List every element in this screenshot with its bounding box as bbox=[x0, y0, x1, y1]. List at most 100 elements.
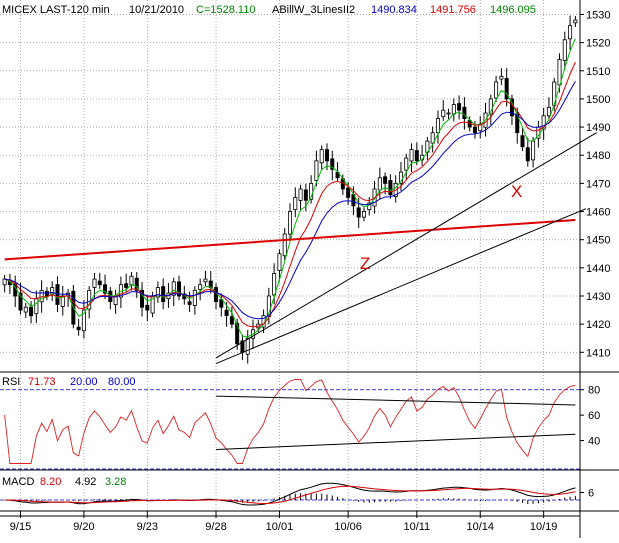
header-symbol: MICEX LAST-120 min bbox=[2, 4, 110, 16]
candle-body bbox=[562, 39, 567, 61]
candle-body bbox=[81, 309, 86, 332]
price-tick-label: 1510 bbox=[586, 66, 610, 78]
candle-body bbox=[525, 147, 530, 162]
candle-body bbox=[367, 202, 372, 210]
candle-body bbox=[457, 103, 462, 111]
candle-body bbox=[330, 158, 335, 170]
price-tick-label: 1430 bbox=[586, 291, 610, 303]
candle-body bbox=[573, 19, 578, 24]
rsi-value: 71.73 bbox=[28, 376, 56, 388]
candle-body bbox=[198, 284, 203, 290]
candle-body bbox=[504, 77, 509, 100]
candle-body bbox=[277, 253, 282, 271]
candle-body bbox=[129, 275, 134, 285]
candle-body bbox=[39, 289, 44, 303]
candle-body bbox=[462, 106, 467, 120]
candle-body bbox=[124, 283, 129, 288]
candle-body bbox=[272, 273, 277, 296]
macd-line bbox=[4, 482, 576, 506]
x-tick-label: 9/15 bbox=[10, 521, 31, 533]
candle-body bbox=[383, 176, 388, 184]
x-tick-label: 9/20 bbox=[73, 521, 94, 533]
macd-label: MACD bbox=[2, 476, 34, 488]
x-tick-label: 9/28 bbox=[205, 521, 226, 533]
macd-signal-line bbox=[4, 485, 576, 505]
candle-body bbox=[430, 132, 435, 144]
candle-body bbox=[203, 278, 208, 283]
price-tick-label: 1490 bbox=[586, 122, 610, 134]
header-ma-slow: 1490.834 bbox=[371, 4, 417, 16]
candle-body bbox=[298, 188, 303, 201]
candle-body bbox=[546, 106, 551, 117]
rsi-label: RSI bbox=[2, 376, 20, 388]
candle-body bbox=[361, 211, 366, 218]
candle-body bbox=[499, 75, 504, 80]
rsi-lower: 20.00 bbox=[70, 376, 98, 388]
candle-body bbox=[140, 289, 145, 308]
price-tick-label: 1440 bbox=[586, 263, 610, 275]
candle-body bbox=[404, 157, 409, 171]
candle-body bbox=[245, 337, 250, 355]
rsi-line bbox=[4, 379, 576, 464]
candle-body bbox=[451, 104, 456, 115]
candle-body bbox=[76, 326, 81, 331]
candle-body bbox=[314, 160, 319, 181]
rsi-tick-label: 40 bbox=[588, 436, 600, 448]
x-tick-label: 10/01 bbox=[266, 521, 294, 533]
price-tick-label: 1470 bbox=[586, 178, 610, 190]
candle-body bbox=[541, 115, 546, 130]
x-tick-label: 10/11 bbox=[403, 521, 430, 533]
candle-body bbox=[224, 309, 229, 317]
candle-body bbox=[441, 109, 446, 118]
candle-body bbox=[235, 322, 240, 345]
trendline-support-upper bbox=[215, 132, 597, 359]
price-tick-label: 1520 bbox=[586, 38, 610, 50]
candle-body bbox=[97, 280, 102, 286]
candle-body bbox=[92, 278, 97, 288]
candle-body bbox=[409, 149, 414, 162]
price-tick-label: 1450 bbox=[586, 235, 610, 247]
candle-body bbox=[229, 316, 234, 325]
rsi-tick-label: 80 bbox=[588, 385, 600, 397]
candle-body bbox=[293, 197, 298, 210]
candle-body bbox=[29, 306, 34, 317]
candle-body bbox=[472, 126, 477, 134]
rsi-upper: 80.00 bbox=[108, 376, 136, 388]
candle-body bbox=[219, 299, 224, 308]
price-tick-label: 1410 bbox=[586, 347, 610, 359]
ma-mid-line bbox=[4, 61, 576, 328]
price-tick-label: 1530 bbox=[586, 9, 610, 21]
candle-body bbox=[87, 289, 92, 310]
candle-body bbox=[494, 81, 499, 99]
candle-body bbox=[161, 286, 166, 303]
macd-panel bbox=[0, 482, 580, 506]
rsi-trendline bbox=[216, 395, 576, 406]
rsi-panel bbox=[0, 379, 580, 470]
candle-body bbox=[287, 211, 292, 235]
candle-body bbox=[388, 180, 393, 196]
annotation-x: X bbox=[511, 182, 522, 201]
candle-body bbox=[18, 292, 23, 311]
price-tick-label: 1500 bbox=[586, 94, 610, 106]
candle-body bbox=[356, 207, 361, 218]
macd-signal-value: 4.92 bbox=[75, 476, 96, 488]
macd-tick-label: 6 bbox=[588, 488, 594, 500]
candle-body bbox=[134, 277, 139, 291]
candle-body bbox=[145, 304, 150, 311]
macd-value: 8.20 bbox=[40, 476, 61, 488]
candle-body bbox=[192, 289, 197, 306]
rsi-trendline bbox=[215, 433, 576, 450]
header-indicator: ABillW_3LinesII2 bbox=[272, 4, 355, 16]
header-ma-mid: 1491.756 bbox=[430, 4, 476, 16]
price-tick-label: 1420 bbox=[586, 319, 610, 331]
candle-body bbox=[155, 287, 160, 298]
annotation-z: Z bbox=[360, 254, 370, 273]
candle-body bbox=[266, 295, 271, 318]
candle-body bbox=[346, 187, 351, 198]
price-tick-label: 1480 bbox=[586, 150, 610, 162]
candle-body bbox=[520, 135, 525, 148]
candle-body bbox=[103, 284, 108, 294]
candle-body bbox=[414, 150, 419, 162]
ma-slow-line bbox=[4, 80, 576, 320]
